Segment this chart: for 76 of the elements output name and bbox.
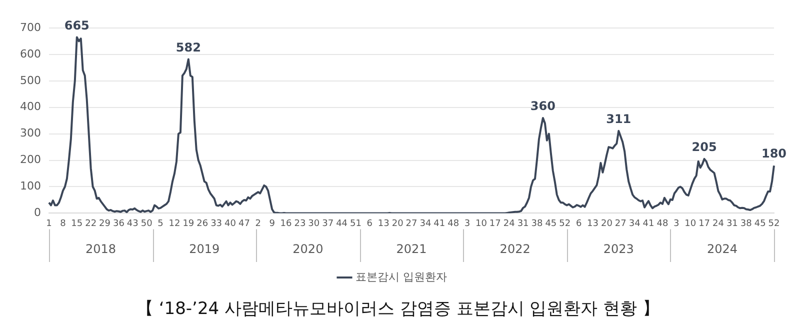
x-tick-label: 15 xyxy=(71,218,83,229)
text: 2018 xyxy=(86,242,116,256)
x-tick-label: 2 xyxy=(255,218,261,229)
x-tick-label: 41 xyxy=(434,218,446,229)
x-tick-label: 20 xyxy=(600,218,613,229)
y-tick-label: 300 xyxy=(20,126,41,140)
x-tick-label: 20 xyxy=(392,218,404,229)
x-tick-label: 34 xyxy=(420,218,432,229)
x-tick-label: 31 xyxy=(726,218,738,229)
x-tick-label: 17 xyxy=(698,218,710,229)
x-tick-label: 6 xyxy=(576,218,582,229)
x-tick-label: 12 xyxy=(168,218,180,229)
x-tick-label: 51 xyxy=(350,218,362,229)
x-tick-label: 9 xyxy=(269,218,276,229)
x-tick-label: 50 xyxy=(140,218,153,229)
x-tick-label: 6 xyxy=(366,218,373,229)
data-label: 665 xyxy=(64,18,90,32)
x-tick-label: 23 xyxy=(294,218,306,229)
x-tick-label: 33 xyxy=(210,218,222,229)
data-label: 205 xyxy=(692,140,717,154)
x-tick-label: 22 xyxy=(85,218,97,229)
x-tick-label: 17 xyxy=(489,218,501,229)
x-tick-label: 10 xyxy=(684,218,696,229)
y-tick-label: 600 xyxy=(20,47,41,60)
x-tick-label: 45 xyxy=(754,218,766,229)
x-tick-label: 38 xyxy=(740,218,752,229)
x-tick-label: 29 xyxy=(99,218,111,229)
x-tick-label: 52 xyxy=(768,218,780,229)
x-tick-label: 24 xyxy=(503,218,516,229)
x-tick-label: 36 xyxy=(112,218,125,229)
y-tick-label: 200 xyxy=(20,153,41,166)
text: 2023 xyxy=(603,242,634,256)
x-tick-label: 1 xyxy=(46,218,52,229)
x-tick-label: 8 xyxy=(60,218,66,229)
x-tick-label: 10 xyxy=(475,218,488,229)
y-tick-label: 500 xyxy=(20,74,41,87)
y-tick-label: 700 xyxy=(20,20,41,34)
text: 2020 xyxy=(292,242,324,256)
x-tick-label: 37 xyxy=(322,218,334,229)
x-tick-label: 13 xyxy=(587,218,598,229)
y-tick-label: 400 xyxy=(20,100,41,114)
data-label: 360 xyxy=(530,99,556,114)
text: 2022 xyxy=(500,242,530,256)
x-tick-label: 30 xyxy=(308,218,320,229)
x-tick-label: 52 xyxy=(559,218,571,229)
x-tick-label: 5 xyxy=(158,218,164,229)
x-tick-label: 40 xyxy=(224,218,236,229)
x-tick-label: 34 xyxy=(628,218,641,229)
x-tick-label: 27 xyxy=(614,218,626,229)
text: 【 ‘18-’24 사람메타뉴모바이러스 감염증 표본감시 입원환자 현황 】 xyxy=(135,298,661,320)
x-tick-label: 41 xyxy=(642,218,654,229)
data-label: 180 xyxy=(761,146,787,161)
x-tick-label: 13 xyxy=(378,218,390,229)
x-tick-label: 31 xyxy=(517,218,529,229)
text: 2024 xyxy=(706,242,738,256)
x-tick-label: 44 xyxy=(336,218,348,229)
x-tick-label: 19 xyxy=(182,218,194,229)
x-tick-label: 26 xyxy=(196,218,208,229)
x-tick-label: 24 xyxy=(712,218,724,229)
x-tick-label: 47 xyxy=(238,218,250,229)
x-tick-label: 48 xyxy=(656,218,668,229)
x-tick-label: 16 xyxy=(280,218,292,229)
x-tick-label: 38 xyxy=(531,218,543,229)
x-tick-label: 48 xyxy=(448,218,460,229)
x-tick-label: 45 xyxy=(545,218,557,229)
y-tick-label: 0 xyxy=(34,206,41,220)
legend-label: 표본감시 입원환자 xyxy=(356,270,447,284)
text: 2019 xyxy=(189,242,220,256)
data-label: 311 xyxy=(606,112,632,126)
x-tick-label: 27 xyxy=(406,218,418,229)
x-tick-label: 3 xyxy=(674,218,680,229)
x-tick-label: 3 xyxy=(464,218,470,229)
text: 2021 xyxy=(396,242,427,256)
x-tick-label: 43 xyxy=(126,218,138,229)
data-label: 582 xyxy=(176,40,201,54)
y-tick-label: 100 xyxy=(20,180,41,193)
